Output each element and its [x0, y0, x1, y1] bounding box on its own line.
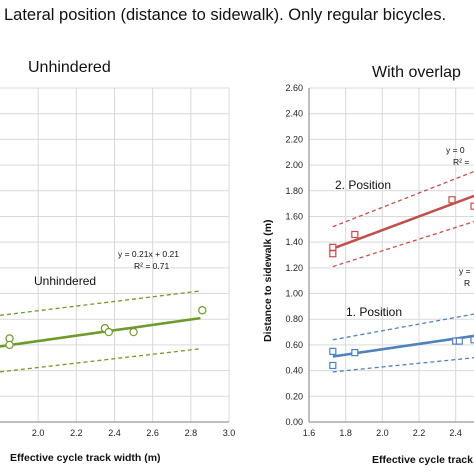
right-y-tick-label: 2.20 — [285, 134, 303, 144]
position-1-label: 1. Position — [346, 305, 402, 319]
figure-title: Lateral position (distance to sidewalk).… — [4, 6, 447, 24]
right-y-tick-label: 2.40 — [285, 109, 303, 119]
right-x-axis-label: Effective cycle track width (m) — [372, 454, 474, 466]
right-x-tick-label: 2.2 — [413, 428, 426, 438]
right-1-position-point — [455, 337, 463, 345]
right-2-position-band-lower — [332, 220, 474, 268]
right-x-tick-label: 1.6 — [303, 428, 316, 438]
position-2-equation: y = 0 — [446, 145, 465, 155]
right-2-position-point — [448, 196, 456, 204]
left-x-tick-label: 2.8 — [185, 428, 198, 438]
right-y-tick-label: 1.80 — [285, 186, 303, 196]
right-x-tick-label: 1.8 — [339, 428, 352, 438]
right-2-position-point — [329, 250, 337, 258]
position-1-r2: R — [464, 278, 470, 288]
left-x-tick-label: 3.0 — [223, 428, 236, 438]
right-panel: 0.00 0.20 0.40 0.60 0.80 1.00 1.20 1.40 1.60 1.80… — [262, 64, 474, 466]
right-y-ticks: 0.00 0.20 0.40 0.60 0.80 1.00 1.20 1.40 1.60 1.80… — [285, 83, 303, 427]
right-y-tick-label: 0.40 — [285, 366, 303, 376]
right-y-tick-label: 0.00 — [285, 417, 303, 427]
right-2-position-trendline — [332, 194, 474, 250]
right-1-position-point — [470, 336, 474, 344]
right-y-tick-label: 1.00 — [285, 289, 303, 299]
position-2-r2: R² = — [453, 157, 469, 167]
left-panel-title: Unhindered — [28, 59, 111, 76]
left-grid — [0, 87, 230, 422]
left-unhindered-band-lower — [0, 348, 201, 373]
right-1-position-point — [351, 349, 359, 357]
right-y-axis-label: Distance to sidewalk (m) — [262, 219, 274, 342]
right-y-tick-label: 0.20 — [285, 391, 303, 401]
right-y-tick-label: 0.60 — [285, 340, 303, 350]
position-1-equation: y = — [459, 266, 471, 276]
left-series — [0, 290, 207, 373]
right-y-tick-label: 1.60 — [285, 211, 303, 221]
right-x-tick-label: 2.4 — [449, 428, 462, 438]
left-x-tick-label: 2.2 — [70, 428, 83, 438]
right-y-tick-label: 2.00 — [285, 160, 303, 170]
left-panel: 2.0 2.2 2.4 2.6 2.8 3.0 Unhindered Effective … — [0, 59, 235, 464]
right-1-position-point — [329, 361, 337, 370]
left-unhindered-point — [129, 327, 138, 337]
right-x-ticks: 1.6 1.8 2.0 2.2 2.4 — [303, 428, 462, 438]
left-unhindered-band-upper — [0, 290, 201, 317]
right-y-tick-label: 0.80 — [285, 314, 303, 324]
right-y-tick-label: 1.20 — [285, 263, 303, 273]
right-y-tick-label: 2.60 — [285, 83, 303, 93]
right-panel-title: With overlap — [372, 64, 461, 81]
left-unhindered-trendline — [0, 316, 201, 348]
left-x-ticks: 2.0 2.2 2.4 2.6 2.8 3.0 — [32, 428, 235, 438]
right-x-tick-label: 2.0 — [376, 428, 389, 438]
left-equation: y = 0.21x + 0.21 — [118, 249, 179, 259]
left-r2: R² = 0.71 — [134, 261, 169, 271]
left-x-axis-label: Effective cycle track width (m) — [10, 452, 161, 464]
right-1-position-band-lower — [332, 357, 474, 373]
left-x-tick-label: 2.6 — [146, 428, 159, 438]
right-series — [329, 170, 474, 373]
position-2-label: 2. Position — [335, 178, 391, 192]
left-unhindered-point — [104, 327, 113, 337]
right-2-position-band-upper — [332, 170, 474, 228]
right-y-tick-label: 1.40 — [285, 237, 303, 247]
right-2-position-point — [470, 202, 474, 210]
right-1-position-point — [329, 347, 337, 355]
left-unhindered-point — [198, 306, 207, 315]
left-series-label: Unhindered — [34, 274, 96, 288]
right-2-position-point — [329, 243, 337, 251]
left-x-tick-label: 2.4 — [108, 428, 121, 438]
left-unhindered-point — [5, 340, 14, 350]
right-1-position-band-upper — [332, 313, 474, 341]
right-2-position-point — [351, 230, 359, 239]
left-x-tick-label: 2.0 — [32, 428, 45, 438]
